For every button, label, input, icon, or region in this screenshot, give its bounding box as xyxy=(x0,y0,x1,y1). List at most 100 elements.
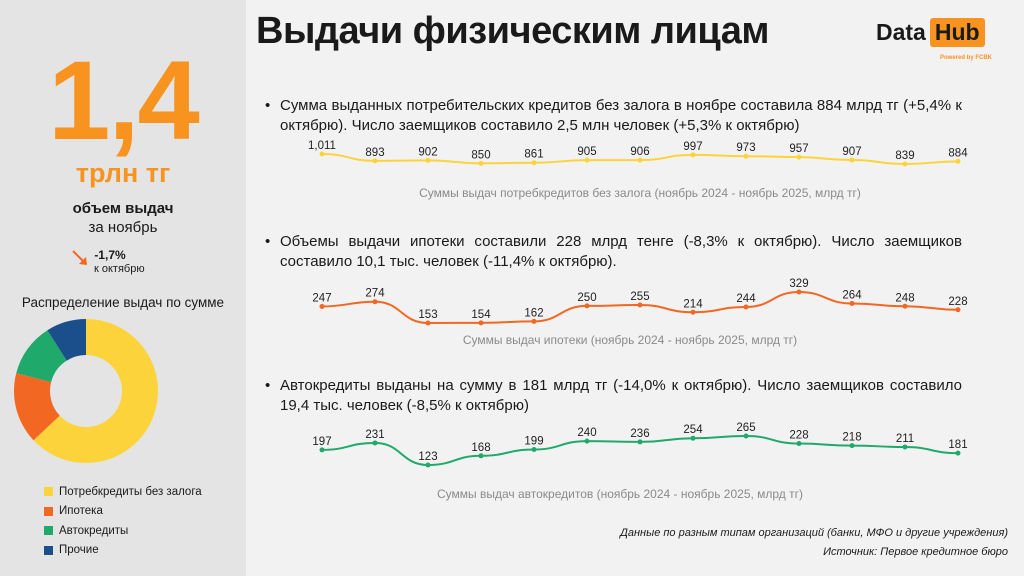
data-label: 123 xyxy=(418,451,437,463)
summary-panel xyxy=(0,0,246,576)
data-label: 248 xyxy=(895,292,914,304)
data-label: 228 xyxy=(789,430,808,442)
data-point xyxy=(531,446,537,452)
data-label: 168 xyxy=(471,442,490,454)
distribution-title: Распределение выдач по сумме xyxy=(21,295,225,310)
data-point xyxy=(319,151,325,157)
data-label: 1,011 xyxy=(308,140,336,152)
arrow-down-right-icon xyxy=(72,250,87,265)
data-point xyxy=(796,441,802,447)
data-point xyxy=(531,160,537,166)
distribution-legend: Потребкредиты без залога Ипотека Автокре… xyxy=(44,482,202,560)
data-label: 902 xyxy=(418,146,437,158)
data-point xyxy=(425,157,431,163)
data-point xyxy=(955,450,961,456)
data-label: 231 xyxy=(365,429,384,441)
donut-slice xyxy=(47,319,86,361)
data-point xyxy=(319,447,325,453)
data-label: 154 xyxy=(471,309,491,321)
total-value: 1,4 xyxy=(48,38,200,163)
legend-label: Ипотека xyxy=(59,505,103,518)
section-mortgage-text: Объемы выдачи ипотеки составили 228 млрд… xyxy=(265,232,962,272)
data-label: 264 xyxy=(842,289,862,301)
logo: Data Hub xyxy=(876,18,985,47)
total-unit: трлн тг xyxy=(75,158,171,188)
data-point xyxy=(425,320,431,326)
data-label: 997 xyxy=(683,141,702,153)
data-label: 247 xyxy=(312,292,331,304)
data-label: 839 xyxy=(895,150,914,162)
data-point xyxy=(743,153,749,159)
data-label: 197 xyxy=(312,436,331,448)
legend-item: Потребкредиты без залога xyxy=(44,482,202,502)
data-point xyxy=(849,443,855,449)
page-title: Выдачи физическим лицам xyxy=(256,10,770,52)
data-label: 255 xyxy=(630,291,649,303)
data-label: 973 xyxy=(736,142,755,154)
data-label: 228 xyxy=(948,296,967,308)
data-point xyxy=(902,161,908,167)
data-label: 181 xyxy=(948,439,967,451)
data-label: 254 xyxy=(683,424,703,436)
chart-caption-consumer: Суммы выдач потребкредитов без залога (н… xyxy=(419,186,861,200)
data-point xyxy=(372,440,378,446)
data-point xyxy=(743,304,749,310)
chart-caption-auto: Суммы выдач автокредитов (ноябрь 2024 - … xyxy=(436,487,804,501)
data-label: 884 xyxy=(948,147,968,159)
donut-slice xyxy=(14,373,60,441)
data-point xyxy=(584,303,590,309)
data-point xyxy=(849,157,855,163)
data-point xyxy=(796,154,802,160)
logo-text-highlight: Hub xyxy=(929,18,985,47)
data-label: 906 xyxy=(630,146,649,158)
legend-label: Прочие xyxy=(59,544,99,557)
logo-text: Data xyxy=(876,19,926,45)
data-label: 250 xyxy=(577,292,596,304)
data-label: 905 xyxy=(577,146,596,158)
data-label: 957 xyxy=(789,143,808,155)
data-label: 236 xyxy=(630,428,649,440)
total-period: за ноябрь xyxy=(88,219,158,236)
section-consumer-text: Сумма выданных потребительских кредитов … xyxy=(265,96,962,136)
data-point xyxy=(319,303,325,309)
legend-label: Потребкредиты без залога xyxy=(59,485,202,498)
logo-tagline: Powered by FCBK xyxy=(940,55,993,61)
data-label: 211 xyxy=(896,433,914,445)
data-point xyxy=(584,438,590,444)
data-point xyxy=(743,433,749,439)
footer-note: Данные по разным типам организаций (банк… xyxy=(620,527,1008,539)
data-label: 218 xyxy=(842,432,861,444)
data-point xyxy=(902,303,908,309)
data-label: 214 xyxy=(683,298,703,310)
data-point xyxy=(796,289,802,295)
distribution-donut xyxy=(14,319,158,463)
data-point xyxy=(531,318,537,324)
data-point xyxy=(637,439,643,445)
data-point xyxy=(425,462,431,468)
data-label: 162 xyxy=(524,307,543,319)
data-label: 274 xyxy=(365,288,385,300)
data-label: 199 xyxy=(524,435,543,447)
data-label: 329 xyxy=(789,278,808,290)
data-point xyxy=(478,160,484,166)
legend-item: Прочие xyxy=(44,541,202,561)
data-point xyxy=(955,158,961,164)
chart-caption-mortgage: Суммы выдач ипотеки (ноябрь 2024 - ноябр… xyxy=(462,333,798,347)
data-label: 240 xyxy=(577,427,596,439)
donut-slice xyxy=(33,319,158,463)
legend-item: Автокредиты xyxy=(44,521,202,541)
change-value: -1,7% xyxy=(94,248,126,262)
data-point xyxy=(690,309,696,315)
data-label: 907 xyxy=(842,146,861,158)
data-label: 893 xyxy=(365,147,384,159)
data-point xyxy=(372,299,378,305)
legend-item: Ипотека xyxy=(44,502,202,522)
legend-label: Автокредиты xyxy=(59,524,129,537)
data-label: 153 xyxy=(418,309,437,321)
total-label: объем выдач xyxy=(72,200,174,217)
data-point xyxy=(584,157,590,163)
data-point xyxy=(637,157,643,163)
data-point xyxy=(478,320,484,326)
data-point xyxy=(478,453,484,459)
